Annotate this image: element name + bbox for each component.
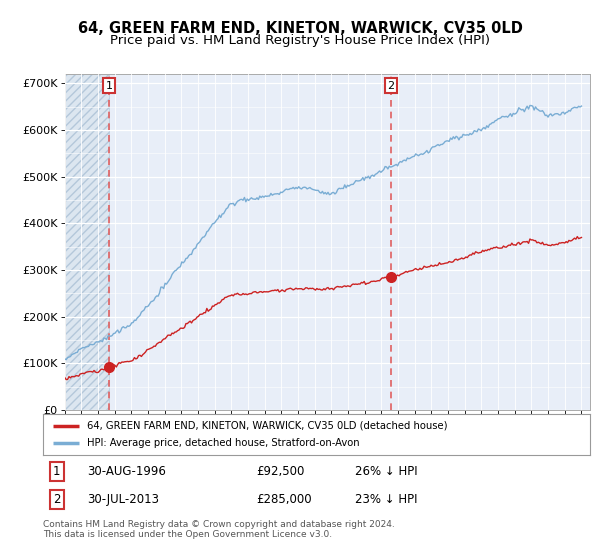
- Text: 2: 2: [388, 81, 395, 91]
- Bar: [65, 74, 109, 410]
- Text: Contains HM Land Registry data © Crown copyright and database right 2024.
This d: Contains HM Land Registry data © Crown c…: [43, 520, 395, 539]
- Text: 1: 1: [106, 81, 113, 91]
- Text: HPI: Average price, detached house, Stratford-on-Avon: HPI: Average price, detached house, Stra…: [87, 438, 359, 449]
- Text: £285,000: £285,000: [257, 493, 312, 506]
- Text: £92,500: £92,500: [257, 465, 305, 478]
- Text: 2: 2: [53, 493, 61, 506]
- Text: 26% ↓ HPI: 26% ↓ HPI: [355, 465, 418, 478]
- Text: Price paid vs. HM Land Registry's House Price Index (HPI): Price paid vs. HM Land Registry's House …: [110, 34, 490, 46]
- Text: 64, GREEN FARM END, KINETON, WARWICK, CV35 0LD (detached house): 64, GREEN FARM END, KINETON, WARWICK, CV…: [87, 421, 448, 431]
- Text: 23% ↓ HPI: 23% ↓ HPI: [355, 493, 418, 506]
- Bar: [65, 74, 109, 410]
- Text: 64, GREEN FARM END, KINETON, WARWICK, CV35 0LD: 64, GREEN FARM END, KINETON, WARWICK, CV…: [77, 21, 523, 36]
- Text: 1: 1: [53, 465, 61, 478]
- Text: 30-JUL-2013: 30-JUL-2013: [87, 493, 159, 506]
- Text: 30-AUG-1996: 30-AUG-1996: [87, 465, 166, 478]
